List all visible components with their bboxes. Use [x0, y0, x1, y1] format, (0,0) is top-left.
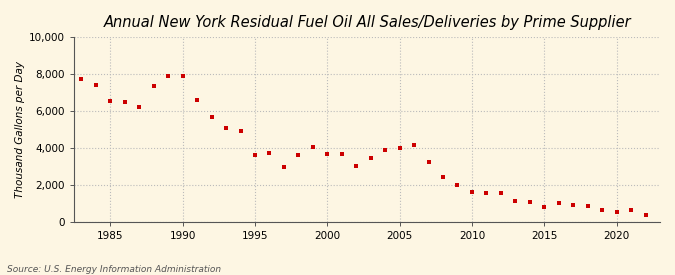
Point	[206, 115, 217, 120]
Y-axis label: Thousand Gallons per Day: Thousand Gallons per Day	[15, 61, 25, 198]
Point	[423, 160, 434, 164]
Point	[394, 146, 405, 150]
Point	[163, 73, 173, 78]
Point	[539, 205, 549, 209]
Point	[293, 152, 304, 157]
Point	[597, 208, 608, 212]
Point	[322, 152, 333, 156]
Point	[510, 199, 520, 203]
Point	[611, 210, 622, 214]
Point	[452, 182, 463, 187]
Title: Annual New York Residual Fuel Oil All Sales/Deliveries by Prime Supplier: Annual New York Residual Fuel Oil All Sa…	[103, 15, 631, 30]
Point	[105, 99, 115, 103]
Point	[640, 213, 651, 217]
Point	[466, 189, 477, 194]
Point	[307, 145, 318, 149]
Point	[524, 200, 535, 204]
Point	[408, 142, 419, 147]
Point	[481, 191, 492, 196]
Point	[380, 148, 391, 152]
Point	[76, 76, 87, 81]
Point	[235, 128, 246, 133]
Point	[568, 202, 578, 207]
Point	[148, 84, 159, 88]
Point	[351, 164, 362, 169]
Point	[192, 98, 202, 103]
Point	[554, 201, 564, 205]
Point	[495, 191, 506, 195]
Point	[437, 174, 448, 179]
Point	[583, 204, 593, 208]
Point	[119, 100, 130, 104]
Point	[221, 126, 232, 131]
Point	[250, 153, 261, 157]
Point	[626, 207, 637, 212]
Text: Source: U.S. Energy Information Administration: Source: U.S. Energy Information Administ…	[7, 265, 221, 274]
Point	[264, 150, 275, 155]
Point	[365, 156, 376, 160]
Point	[134, 105, 144, 110]
Point	[336, 152, 347, 156]
Point	[90, 83, 101, 87]
Point	[279, 164, 290, 169]
Point	[178, 74, 188, 79]
